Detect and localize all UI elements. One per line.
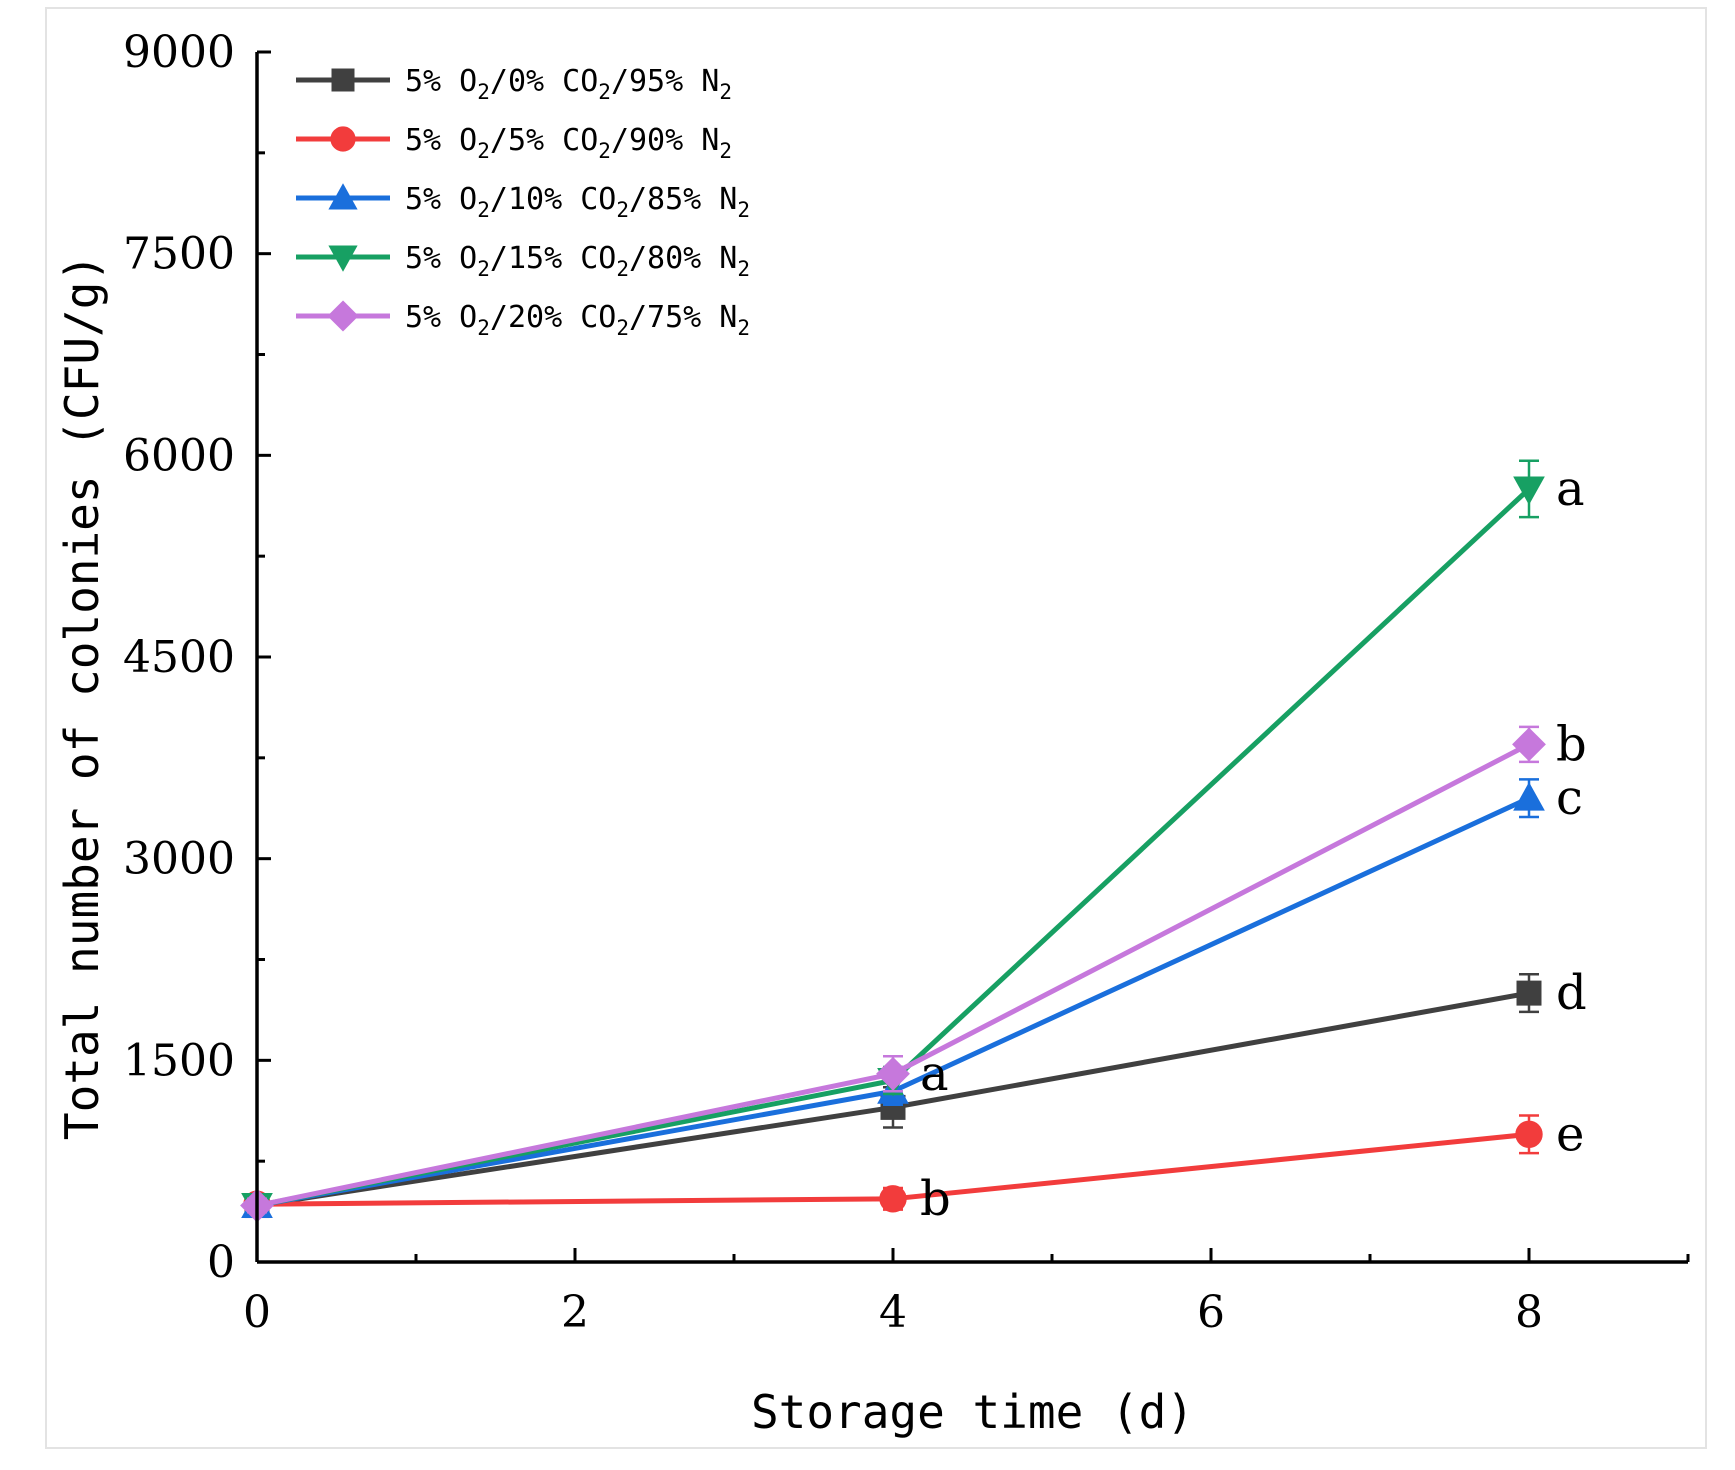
y-tick-labels: 0 1500 3000 4500 6000 7500 9000 (123, 27, 235, 1288)
legend-subscript: 2 (598, 80, 611, 104)
legend-subscript: 2 (737, 198, 750, 222)
legend-text-part: 5% O (405, 64, 477, 99)
x-tick-label: 2 (561, 1287, 589, 1338)
axis-ticks (255, 50, 1690, 1264)
y-tick-label: 7500 (123, 229, 235, 280)
legend-subscript: 2 (719, 139, 732, 163)
legend-text-part: 5% O (405, 241, 477, 276)
legend-label: 5% O2/0% CO2/95% N2 (405, 64, 732, 104)
legend-item: 5% O2/10% CO2/85% N2 (296, 182, 750, 222)
legend-subscript: 2 (598, 139, 611, 163)
legend-marker (330, 126, 356, 152)
legend-item: 5% O2/0% CO2/95% N2 (296, 64, 732, 104)
legend-marker (328, 183, 358, 210)
legend-subscript: 2 (616, 316, 629, 340)
significance-label: b (920, 1171, 951, 1227)
legend-text-part: 5% O (405, 300, 477, 335)
legend-text-part: /0% CO (490, 64, 598, 99)
significance-label: c (1556, 770, 1583, 826)
y-tick-label: 1500 (123, 1035, 235, 1086)
legend-text-part: /5% CO (490, 123, 598, 158)
y-tick-label: 9000 (123, 27, 235, 78)
legend-label: 5% O2/10% CO2/85% N2 (405, 182, 750, 222)
legend-text-part: /85% N (629, 182, 737, 217)
y-axis-title: Total number of colonies (CFU/g) (55, 254, 109, 1140)
legend-text-part: /90% N (611, 123, 719, 158)
y-tick-label: 6000 (123, 430, 235, 481)
legend-subscript: 2 (719, 80, 732, 104)
significance-label: b (1556, 716, 1587, 772)
y-tick-label: 0 (207, 1237, 235, 1288)
legend-marker (327, 300, 359, 332)
legend-subscript: 2 (737, 316, 750, 340)
y-tick-label: 3000 (123, 834, 235, 885)
x-tick-label: 8 (1515, 1287, 1543, 1338)
data-point (1513, 782, 1545, 811)
data-point (876, 1056, 910, 1091)
series-5 (240, 725, 1546, 1223)
legend-text-part: /15% CO (490, 241, 616, 276)
legend: 5% O2/0% CO2/95% N25% O2/5% CO2/90% N25%… (296, 64, 750, 340)
y-tick-label: 4500 (123, 632, 235, 683)
legend-subscript: 2 (477, 316, 490, 340)
series-layer (240, 459, 1546, 1223)
legend-subscript: 2 (477, 257, 490, 281)
data-point (1515, 1120, 1543, 1148)
series-line (256, 742, 1531, 1208)
legend-subscript: 2 (477, 139, 490, 163)
legend-text-part: /80% N (629, 241, 737, 276)
x-tick-labels: 0 2 4 6 8 (243, 1287, 1543, 1338)
legend-text-part: /10% CO (490, 182, 616, 217)
x-tick-label: 6 (1197, 1287, 1225, 1338)
significance-label: e (1556, 1106, 1584, 1162)
legend-item: 5% O2/5% CO2/90% N2 (296, 123, 732, 163)
significance-label: a (920, 1046, 949, 1102)
significance-label: a (1556, 461, 1585, 517)
legend-item: 5% O2/20% CO2/75% N2 (296, 300, 750, 340)
legend-subscript: 2 (616, 198, 629, 222)
legend-subscript: 2 (477, 80, 490, 104)
x-axis-title: Storage time (d) (751, 1385, 1194, 1439)
significance-labels: d b e c a a b (920, 461, 1587, 1227)
data-point (1516, 980, 1542, 1006)
legend-text-part: /95% N (611, 64, 719, 99)
legend-text-part: /20% CO (490, 300, 616, 335)
legend-marker (328, 245, 358, 272)
x-tick-label: 0 (243, 1287, 271, 1338)
legend-text-part: 5% O (405, 123, 477, 158)
legend-subscript: 2 (737, 257, 750, 281)
data-point (1513, 476, 1545, 505)
data-point (1512, 727, 1546, 762)
legend-label: 5% O2/5% CO2/90% N2 (405, 123, 732, 163)
x-tick-label: 4 (879, 1287, 907, 1338)
significance-label: d (1556, 965, 1587, 1021)
legend-item: 5% O2/15% CO2/80% N2 (296, 241, 750, 281)
legend-label: 5% O2/20% CO2/75% N2 (405, 300, 750, 340)
legend-text-part: /75% N (629, 300, 737, 335)
legend-marker (331, 68, 355, 92)
series-line (256, 795, 1531, 1208)
data-point (879, 1185, 907, 1213)
legend-subscript: 2 (477, 198, 490, 222)
figure-frame (45, 7, 1707, 1449)
legend-text-part: 5% O (405, 182, 477, 217)
legend-subscript: 2 (616, 257, 629, 281)
legend-label: 5% O2/15% CO2/80% N2 (405, 241, 750, 281)
